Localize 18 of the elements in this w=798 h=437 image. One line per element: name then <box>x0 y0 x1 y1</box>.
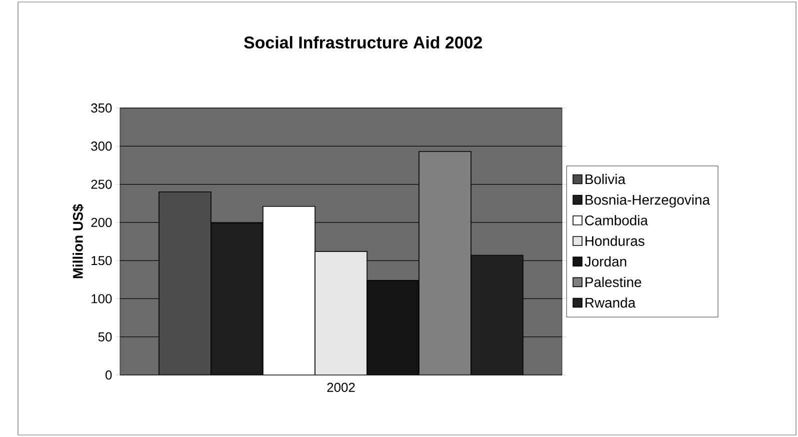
y-tick-label: 150 <box>92 256 112 266</box>
y-tick-label: 100 <box>92 294 112 304</box>
legend-label: Bosnia-Herzegovina <box>586 194 710 208</box>
y-tick-label: 350 <box>91 103 112 113</box>
y-tick-label: 0 <box>106 370 112 380</box>
y-tick-label: 50 <box>98 332 112 342</box>
y-tick-label: 300 <box>91 142 112 151</box>
x-tick-label: 2002 <box>327 382 355 392</box>
legend-label: Palestine <box>586 276 642 288</box>
y-tick-label: 200 <box>91 218 112 228</box>
legend-label: Bolivia <box>586 174 626 184</box>
legend-label: Honduras <box>586 236 644 246</box>
y-axis-title: Million US$ <box>72 204 84 278</box>
legend-label: Jordan <box>584 256 626 267</box>
legend-label: Cambodia <box>585 215 648 226</box>
chart-title: Social Infrastructure Aid 2002 <box>244 36 482 49</box>
legend-label: Rwanda <box>586 297 636 308</box>
y-tick-label: 250 <box>91 180 112 189</box>
